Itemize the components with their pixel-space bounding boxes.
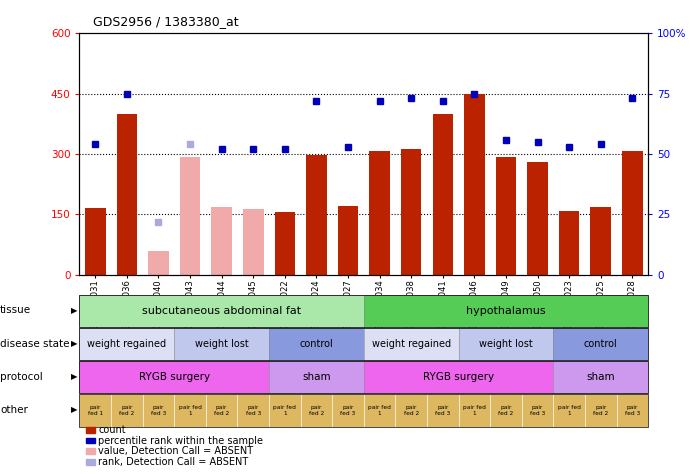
Text: count: count	[98, 425, 126, 435]
Text: disease state: disease state	[0, 338, 70, 349]
Text: weight regained: weight regained	[372, 339, 451, 349]
Text: ▶: ▶	[70, 339, 77, 348]
Text: other: other	[0, 405, 28, 415]
Text: pair fed
1: pair fed 1	[178, 405, 202, 416]
Text: hypothalamus: hypothalamus	[466, 306, 546, 316]
Text: pair
fed 2: pair fed 2	[404, 405, 419, 416]
Text: pair
fed 2: pair fed 2	[593, 405, 608, 416]
Bar	[495, 157, 516, 275]
Text: pair fed
1: pair fed 1	[558, 405, 580, 416]
Bar	[85, 209, 106, 275]
Text: ▶: ▶	[70, 373, 77, 381]
Bar	[433, 114, 453, 275]
Text: control: control	[299, 339, 333, 349]
Text: pair fed
1: pair fed 1	[368, 405, 391, 416]
Text: pair
fed 2: pair fed 2	[214, 405, 229, 416]
Text: tissue: tissue	[0, 305, 31, 316]
Bar	[527, 162, 548, 275]
Text: pair
fed 3: pair fed 3	[530, 405, 545, 416]
Text: pair
fed 3: pair fed 3	[435, 405, 451, 416]
Text: sham: sham	[302, 372, 331, 383]
Text: RYGB surgery: RYGB surgery	[139, 372, 210, 383]
Text: control: control	[584, 339, 618, 349]
Bar	[180, 157, 200, 275]
Text: weight lost: weight lost	[479, 339, 533, 349]
Text: pair
fed 3: pair fed 3	[245, 405, 261, 416]
Text: pair
fed 2: pair fed 2	[498, 405, 513, 416]
Text: weight regained: weight regained	[87, 339, 167, 349]
Bar	[117, 114, 137, 275]
Text: ▶: ▶	[70, 306, 77, 315]
Bar	[306, 155, 327, 275]
Bar	[559, 211, 580, 275]
Text: subcutaneous abdominal fat: subcutaneous abdominal fat	[142, 306, 301, 316]
Text: sham: sham	[587, 372, 615, 383]
Bar	[464, 94, 484, 275]
Text: pair
fed 2: pair fed 2	[120, 405, 135, 416]
Text: pair
fed 2: pair fed 2	[309, 405, 324, 416]
Bar	[274, 212, 295, 275]
Bar	[622, 151, 643, 275]
Text: weight lost: weight lost	[195, 339, 249, 349]
Text: pair
fed 3: pair fed 3	[625, 405, 640, 416]
Text: pair fed
1: pair fed 1	[274, 405, 296, 416]
Bar	[591, 207, 611, 275]
Text: pair
fed 3: pair fed 3	[151, 405, 166, 416]
Bar	[370, 151, 390, 275]
Text: GDS2956 / 1383380_at: GDS2956 / 1383380_at	[93, 16, 239, 28]
Text: ▶: ▶	[70, 406, 77, 414]
Bar	[148, 251, 169, 275]
Text: pair fed
1: pair fed 1	[463, 405, 486, 416]
Text: pair
fed 1: pair fed 1	[88, 405, 103, 416]
Text: percentile rank within the sample: percentile rank within the sample	[98, 436, 263, 446]
Text: RYGB surgery: RYGB surgery	[423, 372, 494, 383]
Text: value, Detection Call = ABSENT: value, Detection Call = ABSENT	[98, 446, 253, 456]
Bar	[243, 209, 263, 275]
Bar	[338, 207, 358, 275]
Bar	[211, 207, 232, 275]
Bar	[401, 149, 422, 275]
Text: protocol: protocol	[0, 372, 43, 382]
Text: rank, Detection Call = ABSENT: rank, Detection Call = ABSENT	[98, 457, 248, 467]
Text: pair
fed 3: pair fed 3	[341, 405, 356, 416]
